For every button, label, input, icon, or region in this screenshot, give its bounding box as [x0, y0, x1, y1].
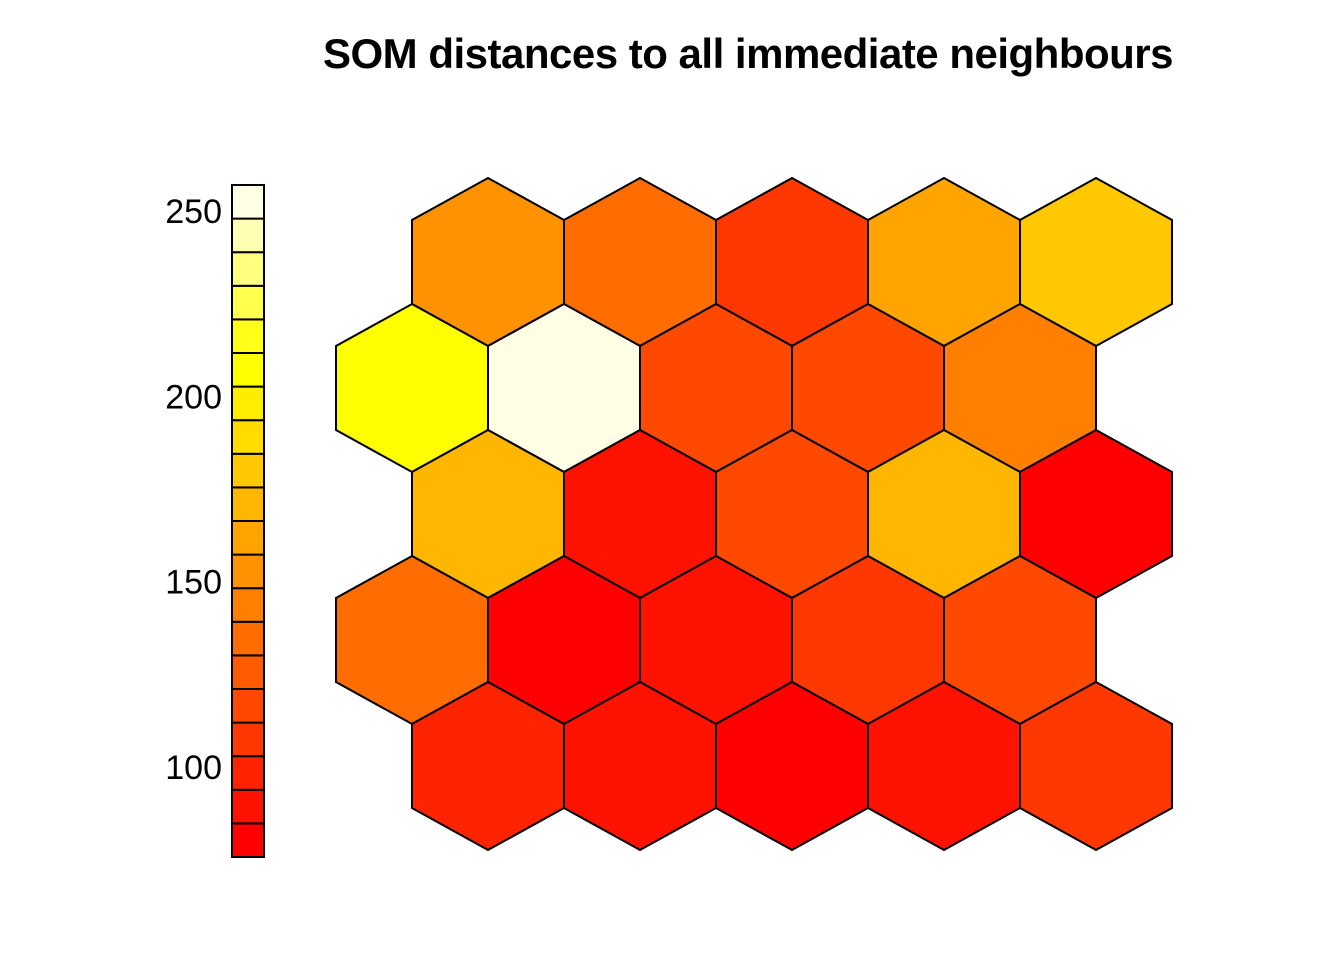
color-scale-segment: [231, 788, 265, 825]
color-scale-segment: [231, 721, 265, 758]
color-scale: [231, 184, 265, 859]
color-scale-segment: [231, 553, 265, 590]
color-scale-segment: [231, 822, 265, 859]
color-scale-tick-label: 250: [165, 193, 222, 231]
color-scale-segment: [231, 318, 265, 354]
color-scale-segment: [231, 452, 265, 489]
som-hex-grid: [335, 176, 1173, 852]
color-scale-segment: [231, 251, 265, 287]
color-scale-tick-label: 200: [165, 378, 222, 416]
color-scale-segment: [231, 587, 265, 623]
color-scale-segment: [231, 654, 265, 691]
color-scale-segment: [231, 385, 265, 422]
color-scale-segment: [231, 184, 265, 220]
color-scale-segment: [231, 419, 265, 455]
color-scale-segment: [231, 217, 265, 254]
color-scale-segment: [231, 688, 265, 724]
color-scale-segment: [231, 352, 265, 388]
color-scale-segment: [231, 620, 265, 657]
plot-title: SOM distances to all immediate neighbour…: [322, 30, 1174, 77]
color-scale-tick-label: 100: [165, 749, 222, 787]
color-scale-ticks: 100 150 200 250: [165, 193, 222, 787]
color-scale-segment: [231, 284, 265, 321]
color-scale-tick-label: 150: [165, 564, 222, 602]
color-scale-segment: [231, 520, 265, 556]
color-scale-segment: [231, 486, 265, 522]
color-scale-segment: [231, 755, 265, 791]
som-cell-r5c5: [1019, 680, 1173, 852]
